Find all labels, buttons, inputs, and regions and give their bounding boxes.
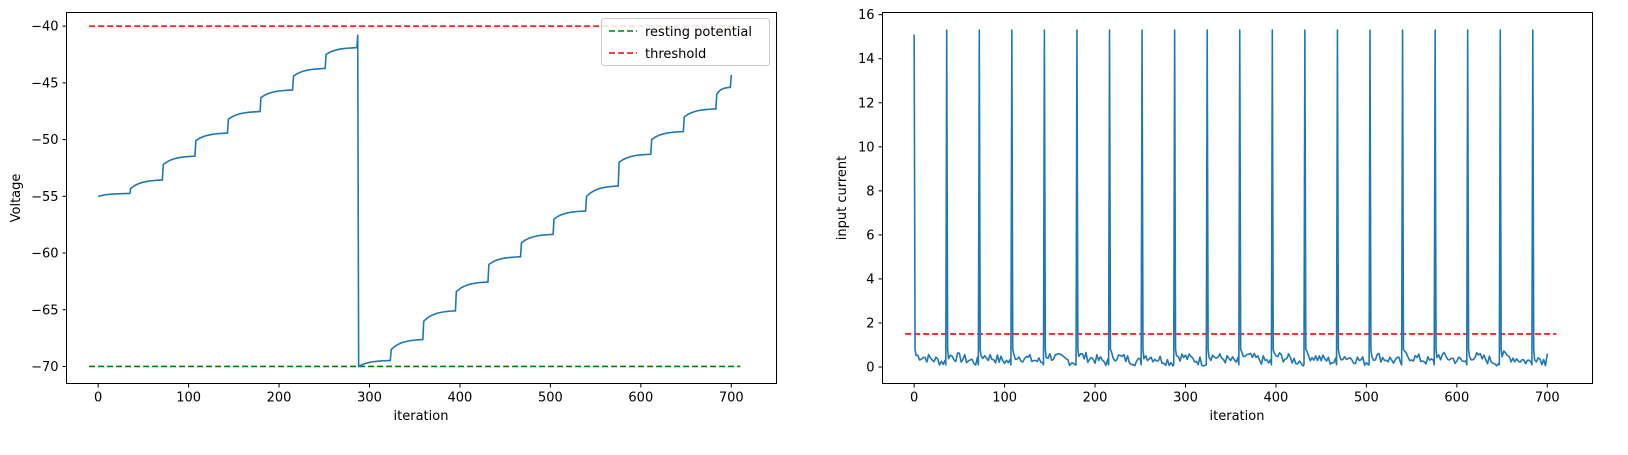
legend-label-threshold: threshold bbox=[645, 47, 706, 62]
current-x-ticks: 0 100 200 300 400 500 600 700 bbox=[910, 383, 1560, 406]
y-tick-label: −60 bbox=[31, 247, 58, 262]
x-tick-label: 300 bbox=[1173, 391, 1198, 406]
y-tick-label: −40 bbox=[31, 20, 58, 35]
voltage-chart: 0 100 200 300 400 500 600 700 −70 −65 −60 −55 −50 −4… bbox=[9, 12, 777, 424]
x-tick-label: 600 bbox=[628, 391, 653, 406]
x-tick-label: 700 bbox=[1535, 391, 1560, 406]
y-tick-label: −55 bbox=[31, 190, 58, 205]
x-tick-label: 100 bbox=[992, 391, 1017, 406]
voltage-y-axis-label: Voltage bbox=[9, 174, 24, 223]
y-tick-label: −50 bbox=[31, 133, 58, 148]
y-tick-label: 8 bbox=[866, 184, 874, 199]
current-y-ticks: 0 2 4 6 8 10 12 14 16 bbox=[858, 8, 883, 375]
current-y-axis-label: input current bbox=[835, 156, 850, 240]
y-tick-label: 4 bbox=[866, 272, 874, 287]
y-tick-label: 12 bbox=[858, 96, 875, 111]
voltage-series-line bbox=[97, 34, 733, 368]
x-tick-label: 700 bbox=[719, 391, 744, 406]
y-tick-label: 0 bbox=[866, 360, 874, 375]
y-tick-label: 10 bbox=[858, 140, 875, 155]
y-tick-label: −65 bbox=[31, 303, 58, 318]
legend: resting potential threshold bbox=[601, 18, 770, 66]
x-tick-label: 0 bbox=[94, 391, 102, 406]
y-tick-label: −45 bbox=[31, 76, 58, 91]
voltage-x-axis-label: iteration bbox=[394, 409, 449, 424]
current-x-axis-label: iteration bbox=[1210, 409, 1265, 424]
x-tick-label: 300 bbox=[357, 391, 382, 406]
x-tick-label: 400 bbox=[448, 391, 473, 406]
current-axes-frame bbox=[882, 12, 1593, 384]
voltage-plot-area bbox=[89, 25, 741, 368]
x-tick-label: 100 bbox=[176, 391, 201, 406]
y-tick-label: 16 bbox=[858, 8, 875, 23]
legend-label-resting-potential: resting potential bbox=[645, 25, 752, 40]
legend-box bbox=[601, 18, 770, 66]
x-tick-label: 600 bbox=[1444, 391, 1469, 406]
y-tick-label: 2 bbox=[866, 316, 874, 331]
x-tick-label: 500 bbox=[538, 391, 563, 406]
input-current-series-line bbox=[913, 29, 1549, 367]
x-tick-label: 200 bbox=[267, 391, 292, 406]
input-current-chart: 0 100 200 300 400 500 600 700 0 2 4 6 8 10 12 14 16 ite… bbox=[835, 8, 1593, 424]
current-plot-area bbox=[905, 29, 1557, 367]
x-tick-label: 500 bbox=[1354, 391, 1379, 406]
y-tick-label: −70 bbox=[31, 360, 58, 375]
voltage-x-ticks: 0 100 200 300 400 500 600 700 bbox=[94, 383, 744, 406]
x-tick-label: 0 bbox=[910, 391, 918, 406]
voltage-y-ticks: −70 −65 −60 −55 −50 −45 −40 bbox=[31, 20, 67, 375]
voltage-axes-frame bbox=[66, 12, 777, 384]
y-tick-label: 6 bbox=[866, 228, 874, 243]
x-tick-label: 200 bbox=[1083, 391, 1108, 406]
y-tick-label: 14 bbox=[858, 52, 875, 67]
x-tick-label: 400 bbox=[1264, 391, 1289, 406]
